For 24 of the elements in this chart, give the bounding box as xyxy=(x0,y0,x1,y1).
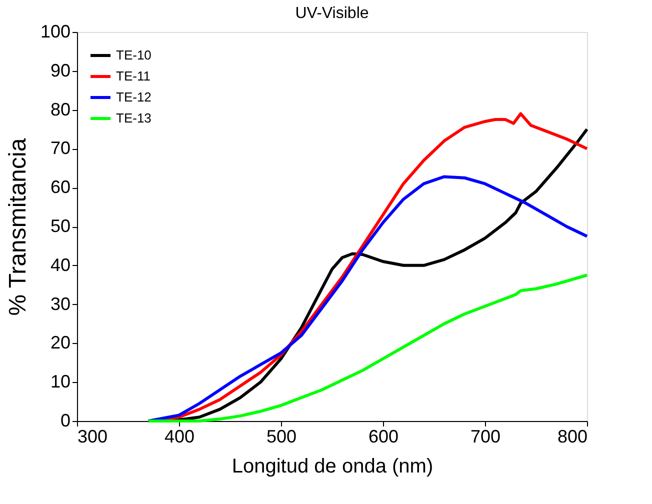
legend-label: TE-11 xyxy=(116,68,150,84)
y-tick-label: 50 xyxy=(50,216,70,236)
y-tick-label: 0 xyxy=(60,410,70,430)
y-tick-label: 10 xyxy=(50,372,70,392)
chart-title: UV-Visible xyxy=(295,5,369,22)
legend-label: TE-10 xyxy=(116,48,152,62)
y-tick-label: 30 xyxy=(50,294,70,314)
legend-label: TE-12 xyxy=(116,90,152,104)
x-tick-label: 300 xyxy=(78,426,108,446)
x-tick-label: 600 xyxy=(368,426,399,446)
x-axis-title: Longitud de onda (nm) xyxy=(232,456,434,478)
y-axis-title: % Transmitancia xyxy=(4,138,32,316)
x-tick-label: 800 xyxy=(557,426,588,446)
y-tick-label: 90 xyxy=(50,60,70,80)
y-tick-label: 100 xyxy=(40,22,70,42)
y-tick-label: 80 xyxy=(50,99,70,120)
x-tick-label: 700 xyxy=(470,426,501,446)
y-tick-label: 40 xyxy=(50,254,70,275)
legend-label: TE-13 xyxy=(116,110,152,126)
y-tick-label: 60 xyxy=(50,177,70,198)
y-tick-label: 20 xyxy=(50,332,70,353)
x-tick-label: 400 xyxy=(164,426,195,446)
x-tick-label: 500 xyxy=(266,426,297,446)
y-tick-label: 70 xyxy=(50,138,70,158)
